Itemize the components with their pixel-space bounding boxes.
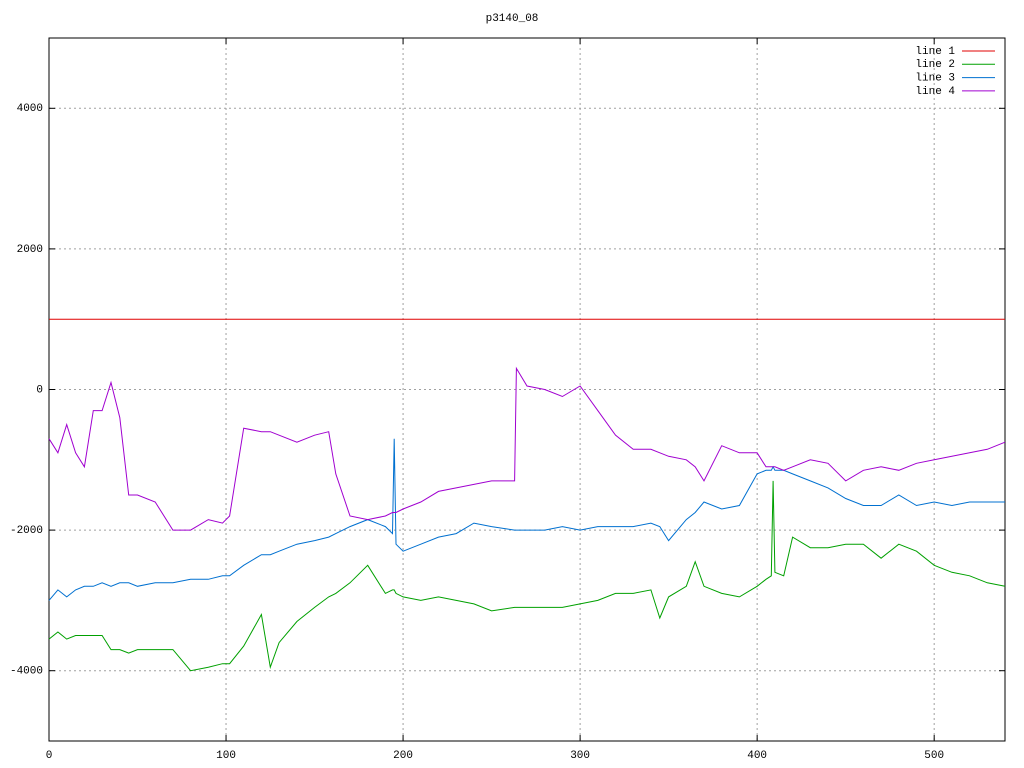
legend-label: line 4 — [915, 86, 955, 98]
y-tick-label: 2000 — [17, 244, 43, 256]
legend-label: line 2 — [915, 59, 955, 71]
y-tick-label: -4000 — [10, 666, 43, 678]
series-line — [48, 366, 1006, 531]
x-tick-label: 0 — [46, 750, 53, 762]
x-tick-label: 400 — [747, 750, 767, 762]
x-tick-label: 300 — [570, 750, 590, 762]
chart-title: p3140_08 — [486, 13, 539, 25]
series-line — [48, 480, 1006, 672]
series-line — [48, 438, 1005, 601]
x-tick-label: 200 — [393, 750, 413, 762]
legend-label: line 3 — [915, 73, 955, 85]
y-tick-label: 0 — [36, 384, 43, 396]
legend-label: line 1 — [915, 46, 955, 58]
y-tick-label: 4000 — [17, 103, 43, 115]
y-tick-label: -2000 — [10, 525, 43, 537]
plot-frame — [48, 37, 1006, 742]
x-tick-label: 500 — [924, 750, 944, 762]
x-tick-label: 100 — [216, 750, 236, 762]
